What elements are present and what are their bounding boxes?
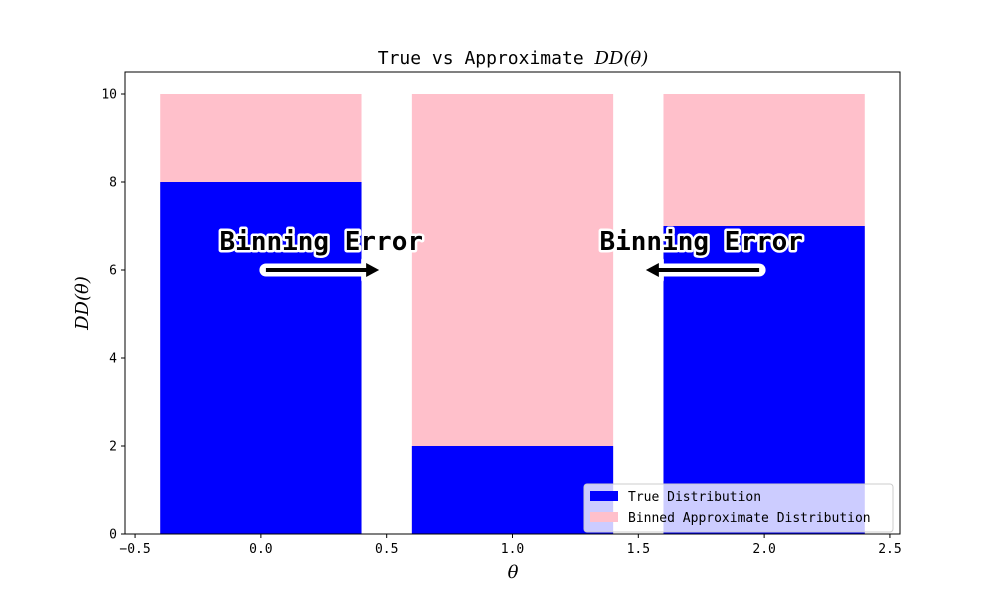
true-bar-1: [411, 446, 614, 534]
x-tick-label: 0.0: [249, 542, 272, 557]
y-tick-label: 0: [109, 528, 117, 543]
x-tick-label: 1.0: [501, 542, 524, 557]
y-axis-ticks: 0 2 4 6 8 10: [101, 88, 125, 543]
true-bar-0: [160, 182, 362, 534]
binning-error-label-1: Binning Error: [599, 227, 803, 257]
x-axis-label: θ: [508, 562, 519, 583]
binning-error-arrow-1: [640, 257, 766, 283]
chart-title-math: DD(θ): [594, 48, 649, 69]
binning-error-arrow-0: [259, 257, 385, 283]
x-tick-label: 0.5: [375, 542, 398, 557]
x-tick-label: 2.0: [752, 542, 775, 557]
annotations-layer: Binning Error Binning Error: [217, 225, 805, 283]
x-tick-label: −0.5: [119, 542, 150, 557]
arrowhead: [366, 263, 380, 277]
chart-title-prefix: True vs Approximate: [378, 48, 595, 69]
chart-title: True vs Approximate DD(θ): [378, 48, 649, 69]
x-tick-label: 2.5: [878, 542, 901, 557]
y-tick-label: 6: [109, 264, 117, 279]
legend-label-1: Binned Approximate Distribution: [628, 511, 871, 526]
y-tick-label: 8: [109, 176, 117, 191]
legend-box: [583, 483, 894, 533]
legend: True Distribution Binned Approximate Dist…: [583, 483, 894, 533]
legend-swatch-0: [590, 491, 618, 501]
true-bar-2: [663, 226, 865, 534]
y-tick-label: 2: [109, 440, 117, 455]
bars-layer: [160, 94, 865, 534]
x-axis-ticks: −0.5 0.0 0.5 1.0 1.5 2.0 2.5: [119, 534, 902, 557]
y-axis-label: DD(θ): [72, 276, 93, 331]
legend-swatch-1: [590, 512, 618, 522]
legend-label-0: True Distribution: [628, 490, 761, 505]
binning-error-label-0: Binning Error: [220, 227, 424, 257]
x-tick-label: 1.5: [627, 542, 650, 557]
arrowhead: [645, 263, 659, 277]
y-tick-label: 4: [109, 352, 117, 367]
y-tick-label: 10: [101, 88, 117, 103]
